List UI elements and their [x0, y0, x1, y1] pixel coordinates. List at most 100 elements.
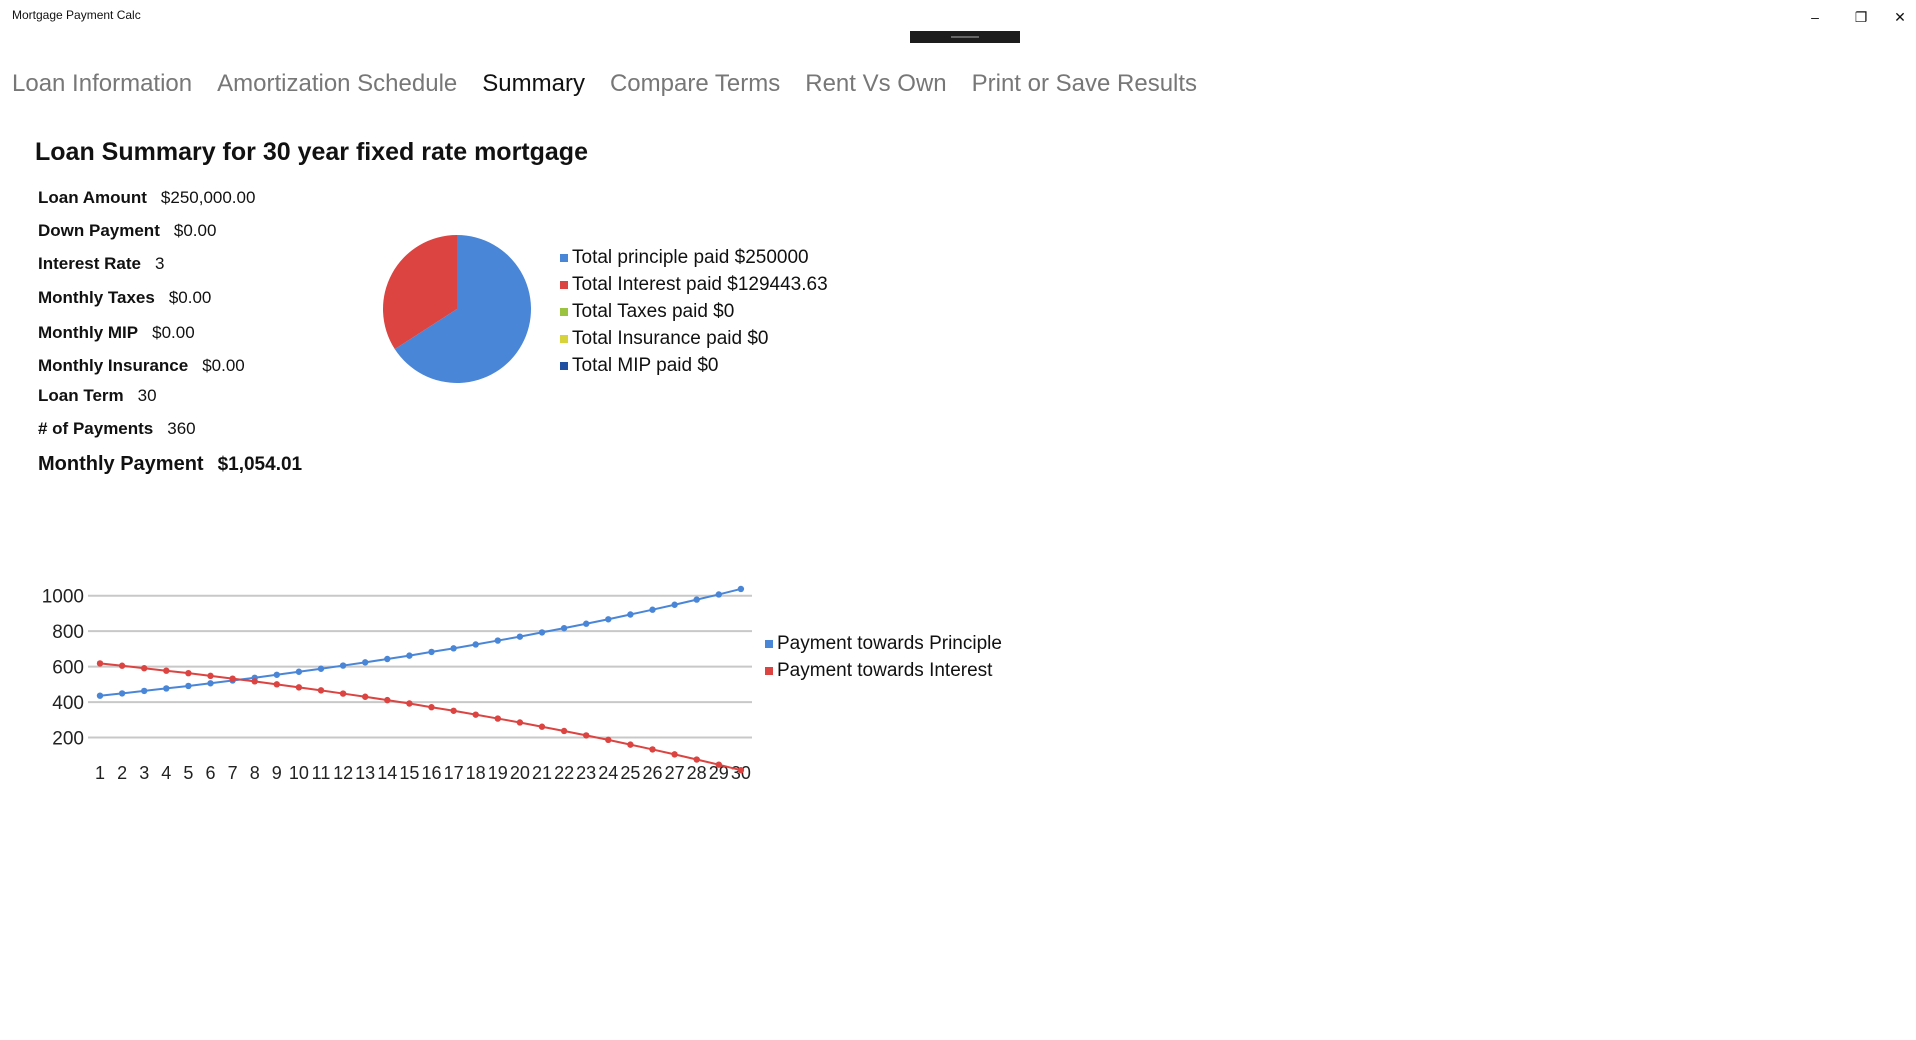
- payment-towards-interest-point: [384, 696, 391, 704]
- pie-legend-swatch: [560, 253, 568, 262]
- payment-towards-interest-point: [737, 766, 745, 774]
- loan-amount-value: $250,000.00: [160, 188, 256, 207]
- payment-towards-interest-point: [96, 660, 104, 667]
- title-bar: Mortgage Payment Calc – ❐ ✕: [0, 0, 1916, 34]
- loan-amount-label: Loan Amount: [38, 188, 147, 207]
- x-tick-label: 27: [665, 763, 685, 783]
- pie-legend-item: Total principle paid $250000: [560, 244, 828, 271]
- x-tick-label: 7: [228, 763, 238, 783]
- payment-towards-principle-point: [406, 652, 413, 659]
- pie-legend-label: Total Interest paid $129443.63: [572, 273, 828, 295]
- payment-towards-interest-point: [693, 756, 700, 763]
- payment-towards-interest-point: [317, 687, 325, 694]
- tab-print-or-save-results[interactable]: Print or Save Results: [971, 70, 1198, 97]
- monthly-taxes-label: Monthly Taxes: [38, 288, 155, 307]
- line-legend-swatch: [765, 639, 773, 648]
- payment-towards-principle-point: [96, 692, 104, 699]
- down-payment-row: Down Payment $0.00: [38, 221, 216, 241]
- line-legend-item: Payment towards Interest: [765, 657, 1002, 684]
- payment-towards-interest-point: [229, 675, 236, 682]
- payment-towards-principle-point: [450, 645, 457, 652]
- y-tick-label: 1000: [42, 587, 84, 608]
- pie-legend-label: Total Insurance paid $0: [572, 327, 769, 349]
- payment-towards-interest-point: [649, 746, 656, 753]
- y-tick-label: 200: [52, 729, 84, 750]
- x-tick-label: 13: [355, 763, 375, 783]
- payment-towards-interest-point: [185, 669, 192, 677]
- payment-towards-interest-point: [494, 715, 501, 722]
- payment-towards-principle-point: [649, 606, 656, 613]
- pie-legend-label: Total MIP paid $0: [572, 354, 719, 376]
- monthly-insurance-row: Monthly Insurance $0.00: [38, 356, 245, 376]
- payment-towards-interest-point: [627, 741, 634, 748]
- loan-term-label: Loan Term: [38, 386, 124, 405]
- payment-towards-interest-point: [251, 678, 258, 685]
- payment-towards-interest-point: [207, 672, 214, 680]
- payment-towards-interest-point: [273, 681, 280, 688]
- tab-amortization-schedule[interactable]: Amortization Schedule: [217, 70, 458, 97]
- payment-towards-principle-point: [384, 655, 391, 663]
- payment-towards-principle-point: [295, 668, 303, 675]
- summary-title: Loan Summary for 30 year fixed rate mort…: [35, 138, 588, 166]
- close-icon[interactable]: ✕: [1894, 8, 1906, 25]
- monthly-payment-value: $1,054.01: [217, 454, 303, 475]
- minimize-icon[interactable]: –: [1811, 9, 1819, 25]
- payment-towards-interest-point: [163, 667, 170, 674]
- x-tick-label: 22: [554, 763, 574, 783]
- tab-rent-vs-own[interactable]: Rent Vs Own: [805, 70, 947, 97]
- tab-bar: Loan Information Amortization Schedule S…: [12, 70, 1222, 98]
- pie-legend-swatch: [560, 307, 568, 316]
- x-tick-label: 26: [642, 763, 662, 783]
- monthly-mip-row: Monthly MIP $0.00: [38, 323, 195, 343]
- payment-towards-interest-line: [99, 662, 742, 772]
- payment-towards-interest-point: [118, 662, 126, 669]
- line-legend-swatch: [765, 666, 773, 675]
- pie-slice-total-principle: [394, 235, 531, 383]
- payment-towards-principle-point: [516, 633, 524, 640]
- payment-towards-principle-point: [163, 685, 170, 692]
- payment-towards-principle-point: [627, 611, 634, 618]
- interest-rate-label: Interest Rate: [38, 254, 141, 273]
- payment-towards-interest-point: [715, 761, 722, 768]
- tab-loan-information[interactable]: Loan Information: [12, 70, 193, 97]
- payment-towards-principle-line: [99, 587, 742, 697]
- payment-towards-principle-point: [185, 682, 192, 690]
- x-tick-label: 19: [488, 763, 508, 783]
- x-tick-label: 11: [312, 763, 331, 783]
- app-title: Mortgage Payment Calc: [12, 8, 141, 22]
- pie-legend-swatch: [560, 361, 568, 370]
- payment-towards-interest-point: [560, 727, 568, 735]
- line-legend-item: Payment towards Principle: [765, 630, 1002, 657]
- payment-towards-principle-point: [472, 641, 479, 648]
- payment-towards-principle-point: [560, 624, 568, 632]
- tab-summary[interactable]: Summary: [482, 70, 585, 97]
- payment-towards-principle-point: [715, 591, 722, 598]
- y-tick-label: 400: [52, 693, 84, 714]
- drag-handle[interactable]: [910, 31, 1020, 43]
- pie-legend: Total principle paid $250000 Total Intere…: [560, 244, 828, 379]
- monthly-mip-value: $0.00: [152, 323, 195, 342]
- x-tick-label: 28: [687, 763, 707, 783]
- payment-towards-principle-point: [494, 637, 501, 644]
- pie-slice-total-interest: [383, 235, 457, 350]
- payment-towards-interest-point: [472, 711, 479, 718]
- monthly-insurance-label: Monthly Insurance: [38, 356, 189, 375]
- loan-pie-chart: [383, 235, 531, 383]
- payment-towards-principle-point: [317, 665, 325, 672]
- payment-towards-principle-point: [339, 662, 347, 669]
- interest-rate-value: 3: [154, 254, 165, 273]
- payment-towards-principle-point: [605, 616, 612, 623]
- x-tick-label: 8: [250, 763, 260, 783]
- restore-icon[interactable]: ❐: [1854, 8, 1868, 25]
- x-tick-label: 1: [95, 763, 105, 783]
- x-tick-label: 3: [139, 763, 149, 783]
- tab-compare-terms[interactable]: Compare Terms: [609, 70, 781, 97]
- payment-towards-interest-point: [406, 700, 413, 707]
- payment-towards-interest-point: [295, 684, 303, 691]
- payment-towards-interest-point: [605, 736, 612, 744]
- pie-legend-item: Total Insurance paid $0: [560, 325, 828, 352]
- x-tick-label: 2: [117, 763, 127, 783]
- num-payments-label: # of Payments: [38, 419, 154, 438]
- pie-legend-label: Total Taxes paid $0: [572, 300, 735, 322]
